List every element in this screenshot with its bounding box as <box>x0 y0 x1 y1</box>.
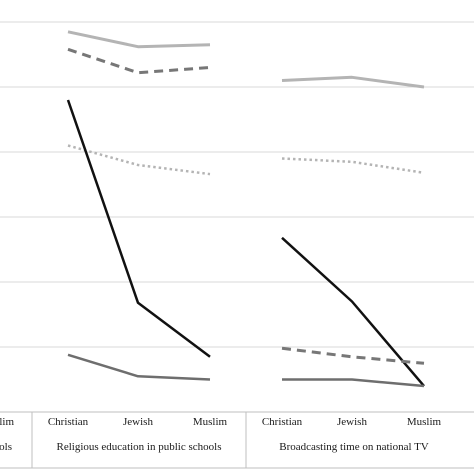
tick-label-group3-muslim: Muslim <box>407 416 442 428</box>
series-line-group2-1 <box>67 30 211 49</box>
series-line-group2-5 <box>67 353 211 381</box>
gridlines <box>0 21 474 348</box>
group-label-2: Religious education in public schools <box>57 441 222 453</box>
category-labels: slim ols Christian Jewish Muslim Religio… <box>0 416 442 453</box>
series-line-group3-5 <box>282 378 425 388</box>
tick-label-group2-christian: Christian <box>48 416 89 428</box>
group-label-1: ols <box>0 441 12 453</box>
tick-label-group3-christian: Christian <box>262 416 303 428</box>
series-line-group3-4 <box>281 346 425 365</box>
series-line-group3-2 <box>281 157 425 175</box>
axis-frame <box>0 411 474 469</box>
tick-label-group2-jewish: Jewish <box>123 416 153 428</box>
tick-label-group1-muslim: slim <box>0 416 14 428</box>
series-line-group2-2 <box>67 47 211 75</box>
group-label-3: Broadcasting time on national TV <box>279 441 429 453</box>
tick-label-group3-jewish: Jewish <box>337 416 367 428</box>
series-line-group2-3 <box>67 144 211 176</box>
tick-label-group2-muslim: Muslim <box>193 416 228 428</box>
series-line-group3-3 <box>281 236 425 387</box>
series-line-group2-4 <box>66 99 211 358</box>
series-line-group3-1 <box>281 75 425 89</box>
series-lines <box>66 30 425 388</box>
